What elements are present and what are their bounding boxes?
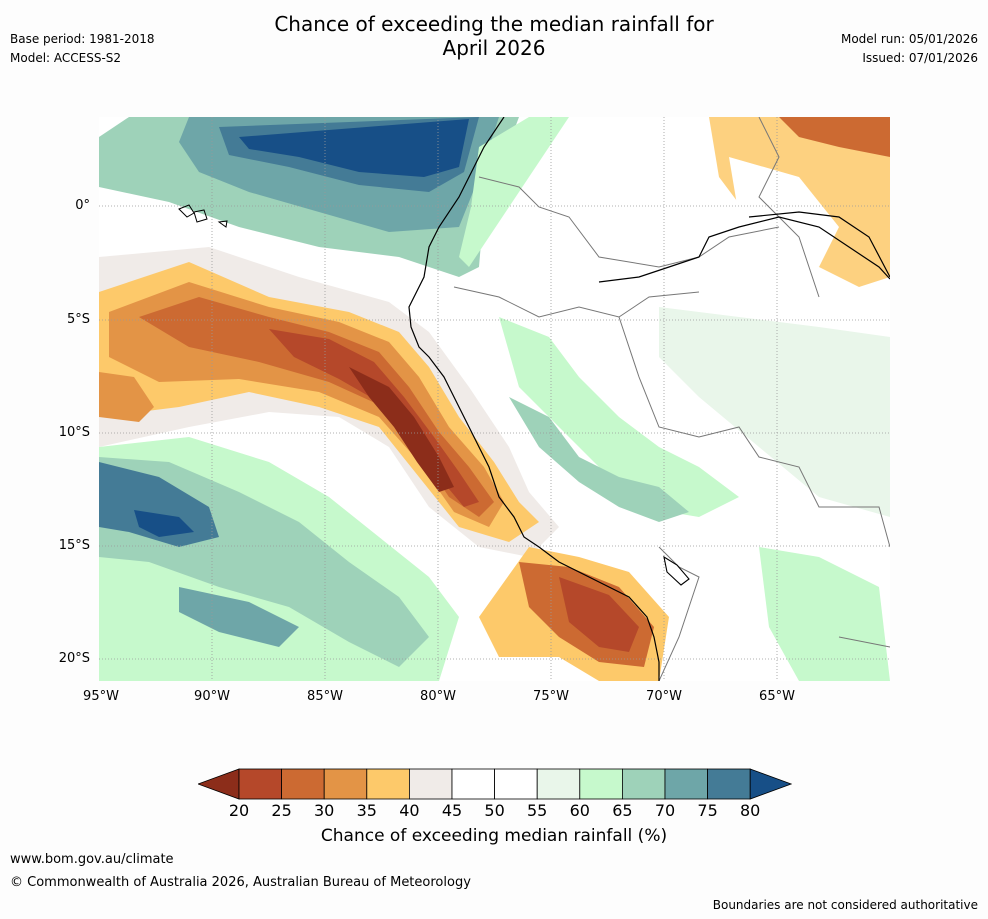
galapagos-islands	[178, 204, 228, 228]
lon-label-90w: 90°W	[194, 689, 230, 704]
region-south-dark-blue	[134, 510, 194, 537]
region-east-green	[659, 307, 890, 517]
region-coast-green	[459, 117, 569, 267]
region-north-dark-blue	[239, 119, 469, 177]
footer-copyright: © Commonwealth of Australia 2026, Austra…	[10, 875, 471, 890]
colorbar-segment	[494, 768, 538, 800]
lon-label-85w: 85°W	[307, 689, 343, 704]
footer-disclaimer: Boundaries are not considered authoritat…	[712, 898, 978, 912]
colorbar-segment	[579, 768, 623, 800]
model-name: Model: ACCESS-S2	[10, 51, 122, 65]
colorbar-tick-label: 45	[441, 801, 463, 820]
border-southeast	[838, 636, 890, 648]
colorbar-segment	[281, 768, 325, 800]
colorbar-tick-label: 20	[228, 801, 250, 820]
issued-date: Issued: 07/01/2026	[862, 51, 978, 65]
colorbar-segment	[238, 768, 282, 800]
colorbar-tick-label: 50	[484, 801, 505, 820]
region-chile-brown	[559, 577, 639, 652]
lat-label-5s: 5°S	[66, 312, 90, 327]
lat-label-10s: 10°S	[58, 425, 90, 440]
colorbar-segment	[408, 768, 453, 800]
colorbar-arrow-low	[196, 768, 240, 800]
colorbar-tick-label: 40	[399, 801, 420, 820]
map-panel	[99, 117, 890, 681]
island-2	[193, 209, 208, 223]
lon-label-75w: 75°W	[533, 689, 569, 704]
lat-label-20s: 20°S	[58, 651, 90, 666]
river-amazon	[598, 216, 890, 283]
region-inland-teal	[509, 397, 689, 522]
region-ne-orange	[779, 117, 890, 157]
meta-right: Model run: 05/01/2026 Issued: 07/01/2026	[841, 30, 978, 68]
title-line-2: April 2026	[442, 36, 546, 60]
coastline-west	[408, 117, 660, 681]
lake-titicaca	[663, 555, 690, 586]
colorbar-arrow-high	[749, 768, 793, 800]
title-line-1: Chance of exceeding the median rainfall …	[274, 12, 714, 36]
colorbar-segment	[366, 768, 410, 800]
map-title: Chance of exceeding the median rainfall …	[0, 12, 988, 60]
lon-label-95w: 95°W	[83, 689, 119, 704]
island-3	[217, 220, 228, 228]
border-north	[758, 117, 820, 298]
colorbar-tick-label: 80	[740, 801, 761, 820]
colorbar-segment	[664, 768, 708, 800]
colorbar-segment	[451, 768, 495, 800]
colorbar-tick-label: 60	[569, 801, 590, 820]
region-band-brown	[269, 329, 479, 507]
colorbar-segment	[621, 768, 666, 800]
region-south-teal-patch	[179, 587, 299, 647]
colorbar-tick-label: 25	[271, 801, 292, 820]
lat-label-0: 0°	[75, 198, 90, 213]
border-ecuador-peru	[453, 286, 700, 318]
lon-label-70w: 70°W	[646, 689, 682, 704]
meta-left: Base period: 1981-2018 Model: ACCESS-S2	[10, 30, 155, 68]
rainfall-map-svg	[99, 117, 890, 681]
region-ne-white	[729, 157, 839, 267]
colorbar	[196, 768, 793, 804]
region-south-blue	[99, 462, 219, 547]
colorbar-tick-label: 55	[527, 801, 548, 820]
colorbar-segment	[707, 768, 751, 800]
lon-label-80w: 80°W	[420, 689, 456, 704]
region-band-orange	[139, 297, 494, 517]
colorbar-label: Chance of exceeding median rainfall (%)	[320, 826, 668, 846]
footer-url[interactable]: www.bom.gov.au/climate	[10, 852, 174, 867]
colorbar-tick-label: 30	[314, 801, 335, 820]
colorbar-tick-label: 35	[356, 801, 377, 820]
region-west-orange	[99, 372, 154, 422]
colorbar-tick-label: 75	[697, 801, 718, 820]
colorbar-tick-label: 65	[612, 801, 633, 820]
base-period: Base period: 1981-2018	[10, 32, 155, 46]
graticule	[99, 117, 890, 681]
lon-label-65w: 65°W	[759, 689, 795, 704]
colorbar-svg	[196, 768, 793, 800]
region-southeast-green	[759, 547, 890, 681]
region-band-dark-brown	[349, 367, 454, 492]
region-inland-green	[499, 317, 739, 517]
river-north	[748, 211, 890, 278]
colorbar-segment	[323, 768, 368, 800]
border-peru-brazil-bolivia	[618, 316, 890, 548]
coastline	[408, 117, 890, 681]
lat-label-15s: 15°S	[58, 538, 90, 553]
colorbar-tick-label: 70	[654, 801, 676, 820]
model-run: Model run: 05/01/2026	[840, 32, 978, 46]
border-colombia-peru	[478, 176, 780, 268]
colorbar-segment	[536, 768, 581, 800]
